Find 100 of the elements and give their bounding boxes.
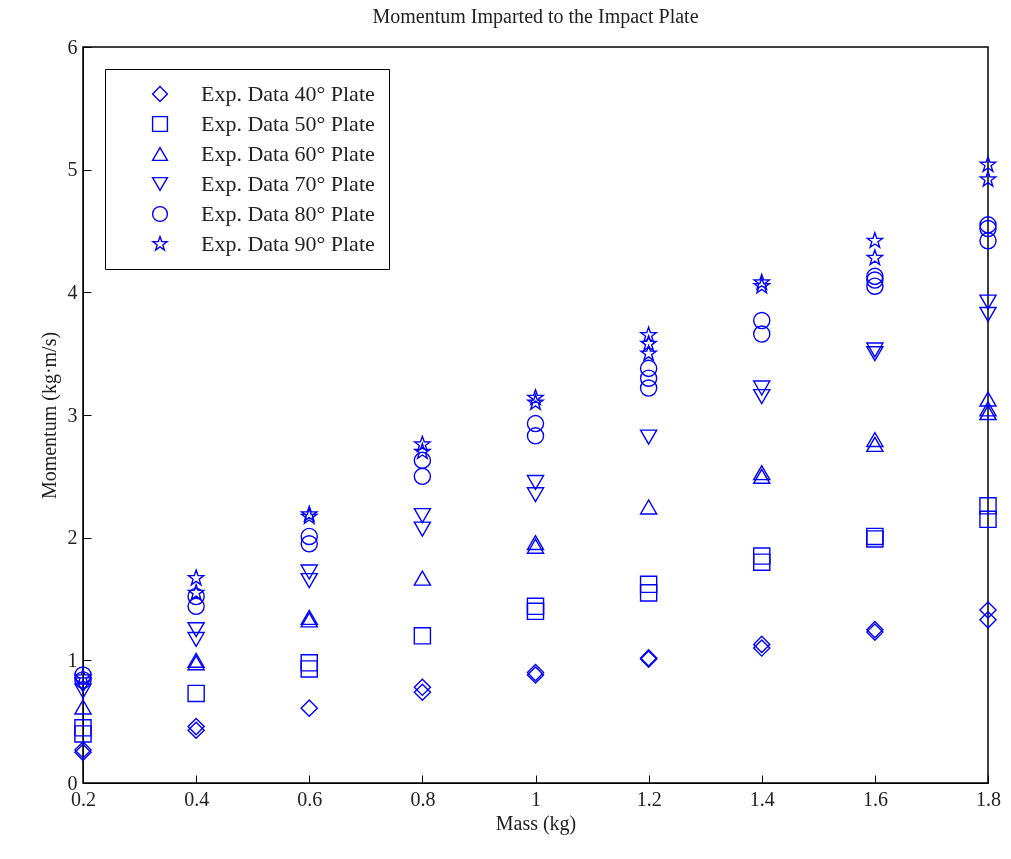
x-tick-label: 1.2 bbox=[636, 787, 662, 810]
x-tick-label: 1.4 bbox=[749, 787, 775, 810]
point bbox=[752, 635, 771, 654]
legend-label: Exp. Data 50° Plate bbox=[201, 111, 375, 136]
legend-label: Exp. Data 90° Plate bbox=[201, 231, 375, 256]
point bbox=[300, 660, 319, 678]
point bbox=[300, 654, 319, 672]
point bbox=[187, 569, 205, 586]
point bbox=[866, 431, 884, 448]
point bbox=[526, 427, 545, 445]
x-tick-label: 1.8 bbox=[976, 787, 1001, 810]
x-tick-label: 0.4 bbox=[184, 787, 210, 810]
point bbox=[866, 345, 884, 362]
point bbox=[979, 401, 997, 417]
point bbox=[752, 325, 771, 343]
point bbox=[640, 344, 657, 361]
point bbox=[413, 467, 432, 486]
point bbox=[866, 277, 884, 295]
point bbox=[74, 699, 92, 715]
point bbox=[300, 572, 319, 589]
y-tick-label: 5 bbox=[67, 158, 78, 181]
point bbox=[979, 601, 997, 619]
x-tick-label: 1.6 bbox=[862, 787, 888, 810]
point bbox=[752, 464, 771, 481]
point bbox=[979, 611, 997, 629]
point bbox=[413, 451, 432, 470]
point bbox=[187, 721, 205, 740]
point bbox=[752, 468, 771, 485]
point bbox=[300, 527, 319, 546]
point bbox=[753, 273, 771, 290]
point bbox=[979, 306, 997, 323]
point bbox=[187, 717, 205, 736]
point bbox=[979, 232, 997, 250]
point bbox=[300, 564, 319, 580]
point bbox=[74, 719, 92, 737]
point bbox=[187, 597, 205, 616]
point bbox=[526, 487, 545, 503]
point bbox=[74, 677, 92, 693]
point bbox=[413, 507, 432, 524]
point bbox=[639, 369, 658, 387]
point bbox=[526, 538, 545, 554]
point bbox=[187, 584, 205, 601]
point bbox=[866, 271, 884, 289]
point bbox=[413, 521, 432, 537]
point bbox=[866, 249, 884, 266]
chart-title: Momentum Imparted to the Impact Plate bbox=[372, 5, 699, 28]
point bbox=[413, 683, 432, 701]
point bbox=[752, 388, 771, 405]
point bbox=[639, 379, 658, 397]
point bbox=[413, 570, 432, 586]
point bbox=[639, 575, 658, 594]
point bbox=[752, 311, 771, 330]
point bbox=[187, 587, 205, 606]
point bbox=[752, 639, 771, 657]
y-tick-label: 2 bbox=[67, 526, 78, 549]
point bbox=[979, 216, 997, 234]
point bbox=[639, 429, 658, 445]
point bbox=[866, 232, 884, 249]
point bbox=[979, 510, 997, 529]
point bbox=[526, 414, 545, 433]
legend-label: Exp. Data 70° Plate bbox=[201, 171, 375, 196]
y-tick-label: 3 bbox=[67, 403, 78, 426]
point bbox=[979, 170, 997, 187]
point bbox=[527, 389, 544, 406]
x-tick-label: 1 bbox=[531, 787, 541, 810]
legend-label: Exp. Data 80° Plate bbox=[201, 201, 375, 226]
point bbox=[639, 499, 658, 515]
x-tick-label: 0.8 bbox=[410, 787, 436, 810]
point bbox=[74, 683, 92, 699]
point bbox=[74, 671, 92, 689]
point bbox=[526, 597, 545, 616]
point bbox=[640, 326, 657, 343]
y-tick-label: 4 bbox=[67, 280, 78, 303]
point bbox=[300, 535, 319, 553]
point bbox=[187, 621, 205, 638]
point bbox=[414, 435, 431, 452]
point bbox=[639, 584, 658, 602]
point bbox=[526, 534, 545, 551]
point bbox=[866, 342, 884, 358]
y-axis-title: Momentum (kg·m/s) bbox=[37, 331, 61, 500]
legend-label: Exp. Data 40° Plate bbox=[201, 81, 375, 106]
point bbox=[640, 335, 657, 352]
y-tick-label: 1 bbox=[67, 648, 78, 671]
point bbox=[979, 156, 997, 172]
x-axis-title: Mass (kg) bbox=[495, 811, 577, 835]
point bbox=[979, 497, 997, 515]
point bbox=[526, 602, 545, 621]
point bbox=[753, 277, 771, 294]
point bbox=[752, 380, 771, 396]
point bbox=[979, 404, 997, 421]
point bbox=[414, 443, 431, 460]
point bbox=[526, 474, 545, 491]
point bbox=[866, 436, 884, 453]
point bbox=[866, 267, 884, 286]
point bbox=[979, 391, 997, 407]
point bbox=[187, 684, 205, 703]
y-tick-label: 6 bbox=[67, 35, 78, 58]
point bbox=[752, 547, 771, 565]
point bbox=[413, 627, 432, 645]
legend-label: Exp. Data 60° Plate bbox=[201, 141, 375, 166]
